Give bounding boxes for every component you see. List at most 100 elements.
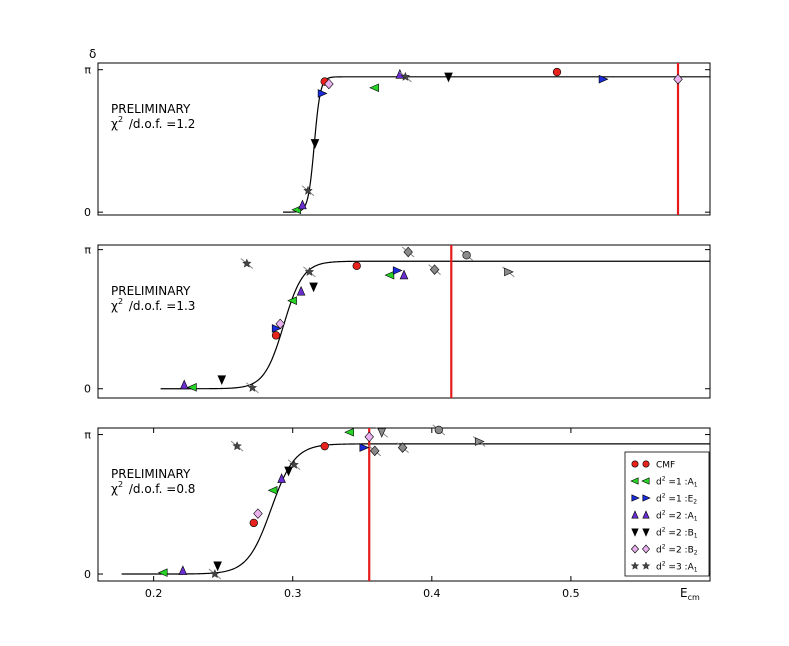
- preliminary-label: PRELIMINARY: [111, 284, 191, 298]
- y-tick-label: π: [84, 429, 91, 442]
- chi2-symbol: χ: [111, 482, 118, 496]
- legend-sup: 2: [662, 561, 666, 568]
- legend-marker: [641, 561, 651, 570]
- legend-base: d: [656, 478, 662, 488]
- legend-marker: [630, 544, 640, 554]
- data-point: [296, 285, 306, 296]
- x-tick-label: 0.4: [423, 587, 441, 600]
- data-point: [179, 379, 189, 390]
- legend-suffix: =3 :A: [666, 563, 695, 573]
- legend-sup: 2: [662, 493, 666, 500]
- legend-base: d: [656, 563, 662, 573]
- legend-sub: 2: [693, 499, 697, 506]
- chi2-sup: 2: [118, 115, 123, 124]
- data-point: [289, 459, 299, 469]
- data-point: [157, 568, 168, 577]
- data-point: [397, 442, 408, 453]
- legend-suffix: =2 :B: [666, 546, 694, 556]
- data-point: [277, 473, 286, 483]
- legend-marker: [642, 528, 650, 537]
- legend-suffix: =1 :E: [666, 495, 694, 505]
- legend-sup: 2: [662, 476, 666, 483]
- data-point: [310, 139, 320, 149]
- data-point: [673, 73, 683, 85]
- legend-entry-label: d2 =3 :A1: [656, 561, 698, 574]
- x-label-sub: cm: [688, 593, 700, 602]
- legend-entry-label: d2 =1 :A1: [656, 476, 698, 489]
- chi2-symbol: χ: [111, 299, 118, 313]
- chi2-label: χ2 /d.o.f. =1.3: [111, 297, 195, 313]
- data-point: [309, 282, 318, 293]
- data-point: [284, 466, 293, 477]
- data-point: [429, 264, 440, 275]
- legend-sup: 2: [662, 510, 666, 517]
- legend-sub: 1: [694, 533, 698, 540]
- plot-frame: [97, 427, 711, 582]
- preliminary-label: PRELIMINARY: [111, 467, 191, 481]
- dof-eq: =: [162, 299, 176, 313]
- chi2-value: 1.2: [176, 117, 195, 131]
- chi2-value: 1.3: [176, 299, 195, 313]
- data-point: [178, 565, 188, 575]
- data-point: [370, 445, 380, 457]
- data-point: [304, 266, 315, 276]
- legend-marker: [630, 561, 640, 570]
- data-point: [474, 437, 485, 446]
- data-point: [403, 246, 413, 258]
- data-point: [359, 443, 370, 452]
- legend-sup: 2: [662, 527, 666, 534]
- legend-marker: [642, 510, 650, 519]
- data-point: [369, 83, 379, 93]
- data-point: [303, 185, 313, 195]
- data-point: [298, 199, 307, 210]
- x-tick-label: 0.3: [284, 587, 302, 600]
- data-point: [364, 431, 374, 443]
- data-point: [392, 266, 403, 275]
- x-tick-label: 0.5: [562, 587, 580, 600]
- plot-frame: [97, 244, 711, 399]
- data-point: [287, 296, 297, 305]
- legend-entry-label: CMF: [656, 461, 675, 471]
- dof-eq: =: [162, 117, 176, 131]
- data-point: [598, 74, 609, 84]
- data-point: [434, 425, 443, 435]
- data-point: [462, 251, 471, 260]
- data-point: [232, 441, 242, 451]
- y-tick-label: 0: [84, 206, 91, 219]
- fit-curve: [121, 443, 710, 575]
- y-tick-label: π: [84, 244, 91, 257]
- legend-sub: 2: [694, 550, 698, 557]
- legend-marker: [631, 528, 639, 537]
- data-point: [275, 318, 285, 330]
- legend-box: [624, 451, 710, 577]
- legend-marker: [641, 477, 650, 485]
- legend-marker: [642, 494, 651, 502]
- y-axis-symbol: δ: [89, 47, 96, 61]
- dof-text: /d.o.f.: [125, 482, 162, 496]
- chi2-sup: 2: [118, 480, 123, 489]
- data-point: [324, 78, 334, 90]
- legend-base: d: [656, 529, 662, 539]
- legend-entry-label: d2 =1 :E2: [656, 493, 697, 506]
- chi2-value: 0.8: [176, 482, 195, 496]
- y-tick-label: 0: [84, 383, 91, 396]
- legend-suffix: =2 :A: [666, 512, 695, 522]
- dof-eq: =: [162, 482, 176, 496]
- data-point: [247, 382, 258, 392]
- chi2-symbol: χ: [111, 117, 118, 131]
- y-tick-label: 0: [84, 568, 91, 581]
- legend-suffix: =2 :B: [666, 529, 694, 539]
- data-point: [317, 89, 328, 98]
- data-point: [187, 383, 197, 392]
- data-point: [271, 324, 282, 333]
- data-point: [253, 508, 263, 519]
- preliminary-label: PRELIMINARY: [111, 102, 191, 116]
- data-point: [271, 331, 281, 340]
- legend-entry-label: d2 =2 :A1: [656, 510, 698, 523]
- legend-sub: 1: [694, 482, 698, 489]
- x-axis-label: Ecm: [680, 586, 700, 602]
- dof-text: /d.o.f.: [125, 117, 162, 131]
- legend-base: CMF: [656, 461, 675, 471]
